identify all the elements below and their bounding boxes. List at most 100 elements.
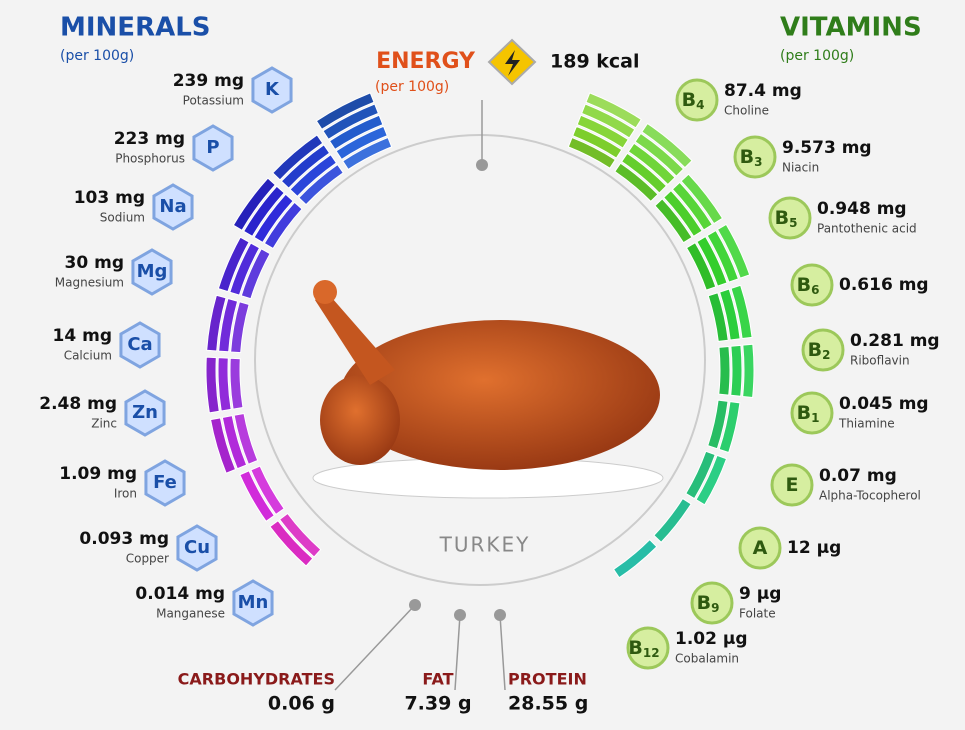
mineral-badge: [131, 248, 173, 296]
vitamin-amount: 0.616 mg: [839, 275, 929, 295]
mineral-symbol: P: [206, 137, 219, 158]
mineral-badge: [124, 389, 166, 437]
vitamin-symbol: B12: [628, 637, 659, 660]
arc-segment: [567, 136, 616, 169]
arc-segment: [239, 470, 275, 523]
arc-segment: [612, 538, 658, 579]
vitamin-badge: [733, 135, 777, 179]
arc-segment: [620, 152, 668, 194]
macro-label: CARBOHYDRATES: [178, 670, 335, 689]
product-name: TURKEY: [439, 533, 531, 557]
turkey-body: [340, 320, 660, 470]
arc-segment: [229, 242, 261, 296]
arc-segment: [206, 294, 227, 352]
mineral-name: Phosphorus: [115, 152, 185, 166]
vitamin-amount: 9 µg: [739, 584, 781, 604]
vitamin-symbol: B1: [797, 402, 820, 425]
arc-segment: [229, 357, 244, 410]
arc-segment: [218, 297, 239, 353]
mineral-name: Potassium: [183, 94, 244, 108]
vitamin-letter: B: [628, 637, 642, 659]
arc-segment: [707, 292, 729, 342]
vitamin-sub: 2: [822, 348, 830, 362]
mineral-badge: [144, 459, 186, 507]
macro-label: PROTEIN: [508, 670, 587, 689]
arc-segment: [280, 144, 331, 189]
vitamin-letter: B: [797, 274, 811, 296]
arc-segment: [221, 415, 248, 470]
bolt: [505, 50, 520, 76]
arc-segment: [230, 301, 250, 354]
mineral-name: Manganese: [156, 607, 225, 621]
vitamin-letter: B: [808, 339, 822, 361]
vitamin-amount: 1.02 µg: [675, 629, 748, 649]
minerals-title: MINERALS: [60, 13, 211, 43]
vitamin-letter: B: [797, 402, 811, 424]
mineral-badge: [232, 579, 274, 627]
arc-segment: [240, 248, 271, 300]
vitamin-name: Choline: [724, 104, 769, 118]
arc-segment: [576, 114, 629, 149]
mineral-symbol: Fe: [153, 472, 177, 493]
arc-segment: [272, 134, 324, 181]
arc-segment: [585, 92, 642, 129]
vitamin-name: Niacin: [782, 161, 819, 175]
arc-segment: [580, 103, 636, 139]
vitamin-badge: [790, 263, 834, 307]
arc-segment: [718, 401, 741, 454]
energy-amount: 189 kcal: [550, 51, 640, 73]
vitamin-badge: [790, 391, 834, 435]
mineral-symbol: Zn: [132, 402, 158, 423]
vitamin-amount: 0.948 mg: [817, 199, 907, 219]
turkey-leg: [320, 375, 400, 465]
vitamin-symbol: B6: [797, 274, 820, 297]
vitamin-sub: 9: [711, 601, 719, 615]
vitamin-name: Cobalamin: [675, 652, 739, 666]
mineral-name: Iron: [114, 487, 137, 501]
vitamin-symbol: E: [786, 474, 799, 496]
arc-segment: [209, 417, 237, 474]
vitamin-sub: 1: [811, 411, 819, 425]
mineral-name: Sodium: [100, 211, 145, 225]
vitamin-badge: [626, 626, 670, 670]
arc-segment: [217, 357, 232, 412]
vitamin-badge: [738, 526, 782, 570]
arc-segment: [250, 465, 285, 516]
mineral-symbol: Ca: [127, 334, 152, 355]
mineral-symbol: Cu: [184, 537, 210, 558]
vitamin-symbol: B5: [775, 207, 798, 230]
mineral-amount: 14 mg: [53, 326, 112, 346]
arc-segment: [653, 497, 692, 543]
arc-segment: [572, 125, 623, 159]
turkey-bone: [313, 280, 337, 304]
minerals-subtitle: (per 100g): [60, 48, 134, 64]
mineral-amount: 1.09 mg: [59, 464, 137, 484]
macro-dot: [454, 609, 466, 621]
arc-segment: [278, 512, 322, 558]
arc-segment: [718, 345, 731, 396]
energy-dot: [476, 159, 488, 171]
vitamin-amount: 87.4 mg: [724, 81, 802, 101]
vitamin-name: Pantothenic acid: [817, 222, 917, 236]
arc-segment: [243, 185, 285, 238]
vitamin-letter: E: [786, 474, 799, 496]
vitamin-symbol: B9: [697, 592, 720, 615]
arc-segment: [205, 356, 220, 414]
macro-amount: 28.55 g: [508, 693, 588, 715]
mineral-amount: 2.48 mg: [39, 394, 117, 414]
mineral-amount: 30 mg: [65, 253, 124, 273]
arc-segment: [706, 229, 740, 283]
arc-segment: [328, 114, 384, 151]
vitamin-sub: 5: [789, 216, 797, 230]
arc-segment: [671, 181, 713, 231]
arc-segment: [695, 454, 728, 506]
macro-dot: [409, 599, 421, 611]
arc-segment: [716, 223, 751, 279]
vitamin-name: Alpha-Tocopherol: [819, 489, 921, 503]
vitamin-amount: 12 µg: [787, 538, 841, 558]
energy-subtitle: (per 100g): [375, 79, 449, 95]
mineral-badge: [192, 124, 234, 172]
vitamin-amount: 0.281 mg: [850, 331, 940, 351]
macro-pointers: [334, 604, 506, 691]
